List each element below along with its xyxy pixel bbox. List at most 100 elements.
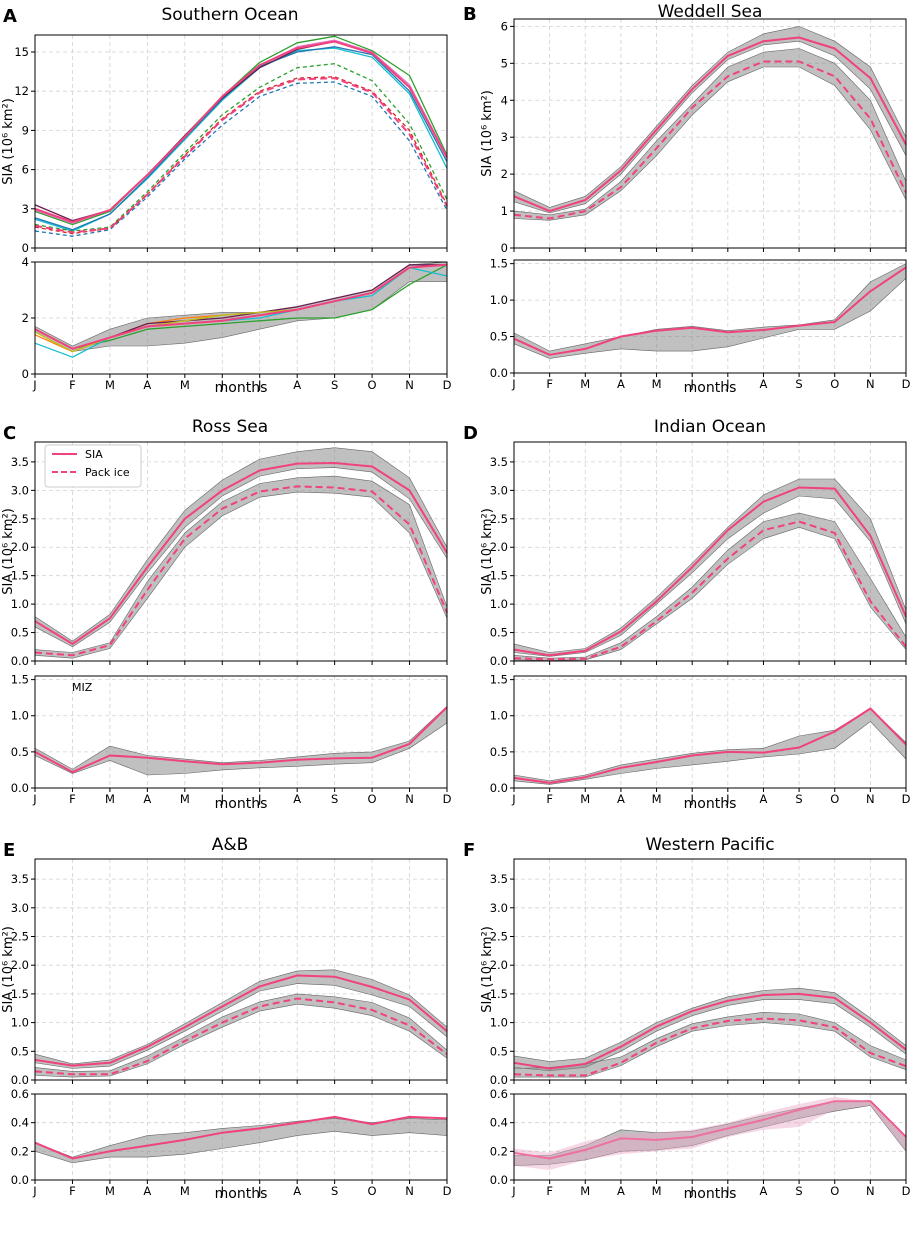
y-tick-label: 2.5 xyxy=(11,929,29,943)
x-axis-label: months xyxy=(215,1186,268,1202)
series-line-miz xyxy=(513,1100,907,1160)
x-tick-label: D xyxy=(443,378,452,392)
x-tick-label: F xyxy=(69,1184,76,1198)
x-tick-label: N xyxy=(405,792,414,806)
x-tick-label: J xyxy=(257,792,261,806)
y-tick-label: 0.4 xyxy=(490,1116,508,1130)
axes-frame xyxy=(34,858,448,1081)
x-axis-label: months xyxy=(684,1186,737,1202)
x-tick-label: J xyxy=(220,1184,224,1198)
y-tick-label: 1.0 xyxy=(490,293,508,307)
spread-band xyxy=(513,26,907,214)
y-tick-label: 4 xyxy=(22,255,29,269)
x-tick-label: J xyxy=(725,1184,729,1198)
y-tick-label: 1.5 xyxy=(490,673,508,687)
axes-frame xyxy=(513,441,907,662)
y-axis-label: SIA (10⁶ km²) xyxy=(480,90,495,177)
y-tick-label: 0.5 xyxy=(11,626,29,640)
x-tick-label: M xyxy=(652,1184,662,1198)
x-tick-label: J xyxy=(220,378,224,392)
x-tick-label: A xyxy=(143,1184,151,1198)
y-tick-label: 1.0 xyxy=(11,1016,29,1030)
x-tick-label: N xyxy=(866,1184,875,1198)
y-tick-label: 5 xyxy=(501,56,508,70)
x-tick-label: F xyxy=(69,792,76,806)
axes-frame xyxy=(34,441,448,662)
y-tick-label: 3.5 xyxy=(11,455,29,469)
axes-frame xyxy=(513,259,907,374)
series-line-sia xyxy=(513,486,907,657)
x-tick-label: M xyxy=(652,377,662,391)
x-tick-label: M xyxy=(105,378,115,392)
x-tick-label: O xyxy=(368,792,377,806)
y-tick-label: 2 xyxy=(22,311,29,325)
panel-d: D Indian Ocean 0.0 0.5 1.0 1.5 2.0 2.5 3.0 3.5 0.0… xyxy=(463,417,911,812)
series-line-miz xyxy=(34,1115,448,1160)
y-tick-label: 3.0 xyxy=(490,483,508,497)
y-tick-label: 2.5 xyxy=(490,512,508,526)
x-tick-label: O xyxy=(368,378,377,392)
panel-label: C xyxy=(3,423,16,444)
y-tick-label: 1.0 xyxy=(490,1016,508,1030)
y-tick-label: 4 xyxy=(501,93,508,107)
x-tick-label: S xyxy=(331,378,338,392)
spread-band xyxy=(34,705,448,776)
x-tick-label: N xyxy=(405,378,414,392)
y-tick-label: 1.5 xyxy=(490,569,508,583)
y-tick-label: 1.5 xyxy=(490,257,508,271)
spread-band xyxy=(513,987,907,1072)
x-tick-label: D xyxy=(902,1184,911,1198)
panel-e: E A&B 0.0 0.5 1.0 1.5 2.0 2.5 3.0 3.5 0.0 0.2 0.4 0.6… xyxy=(1,835,452,1202)
series-line-sia xyxy=(513,36,907,213)
y-axis-label: SIA (10⁶ km²) xyxy=(480,508,495,595)
x-tick-label: A xyxy=(760,1184,768,1198)
x-tick-label: S xyxy=(795,1184,802,1198)
x-tick-label: D xyxy=(443,1184,452,1198)
series-line-pack-ice xyxy=(34,997,448,1076)
x-tick-label: A xyxy=(760,792,768,806)
panel-title: Weddell Sea xyxy=(658,2,763,22)
series-line-pack-ice xyxy=(513,60,907,220)
y-axis-label: SIA (10⁶ km²) xyxy=(480,926,495,1013)
x-tick-label: A xyxy=(617,792,625,806)
y-tick-label: 0.0 xyxy=(11,654,29,668)
series-line-model-2 xyxy=(34,266,448,358)
panel-b: B Weddell Sea 0 1 2 3 4 5 6 0.0 0.5 1.0 1.5 J F M A M J J A S… xyxy=(463,2,911,396)
x-tick-label: F xyxy=(546,1184,553,1198)
y-tick-label: 0.0 xyxy=(490,366,508,380)
y-tick-label: 0.6 xyxy=(490,1087,508,1101)
panel-title: A&B xyxy=(212,835,249,855)
series-line-sia xyxy=(34,462,448,645)
x-axis-label: months xyxy=(215,380,268,396)
spread-band xyxy=(513,512,907,661)
x-tick-label: M xyxy=(580,377,590,391)
y-tick-label: 0 xyxy=(501,241,508,255)
x-tick-label: M xyxy=(180,378,190,392)
x-tick-label: J xyxy=(257,1184,261,1198)
y-tick-label: 2 xyxy=(501,167,508,181)
x-tick-label: A xyxy=(143,378,151,392)
x-tick-label: J xyxy=(689,792,693,806)
y-tick-label: 0.5 xyxy=(490,1044,508,1058)
x-tick-label: N xyxy=(405,1184,414,1198)
x-tick-label: J xyxy=(689,377,693,391)
annotation-label: MIZ xyxy=(72,681,93,694)
y-tick-label: 0.5 xyxy=(11,1044,29,1058)
panel-title: Southern Ocean xyxy=(161,5,298,25)
x-tick-label: M xyxy=(652,792,662,806)
axes-frame xyxy=(513,1093,907,1181)
y-tick-label: 3.0 xyxy=(11,483,29,497)
y-tick-label: 2.0 xyxy=(490,958,508,972)
x-tick-label: M xyxy=(580,1184,590,1198)
series-line-pack-1 xyxy=(34,63,448,232)
axes-frame xyxy=(34,1093,448,1181)
legend-box xyxy=(44,444,142,488)
panel-label: E xyxy=(3,840,15,861)
series-line-pack-ice xyxy=(34,77,448,234)
y-tick-label: 0.5 xyxy=(490,745,508,759)
x-tick-label: F xyxy=(546,377,553,391)
panel-title: Indian Ocean xyxy=(654,417,766,437)
x-axis-label: months xyxy=(684,796,737,812)
series-line-sia xyxy=(34,974,448,1067)
x-tick-label: A xyxy=(293,792,301,806)
